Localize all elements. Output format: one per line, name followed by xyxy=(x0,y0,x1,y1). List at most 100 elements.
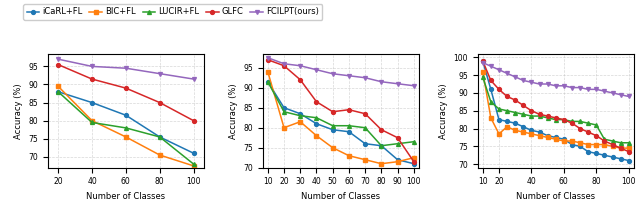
iCaRL+FL xyxy=(362,142,369,145)
BIC+FL xyxy=(503,126,511,128)
GLFC xyxy=(609,143,616,146)
FCILPT(ours) xyxy=(560,84,568,87)
GLFC xyxy=(54,63,62,66)
FCILPT(ours) xyxy=(568,86,576,89)
iCaRL+FL xyxy=(54,91,62,93)
FCILPT(ours) xyxy=(520,79,527,82)
GLFC xyxy=(625,150,632,153)
FCILPT(ours) xyxy=(584,88,592,91)
X-axis label: Number of Classes: Number of Classes xyxy=(301,192,380,201)
LUCIR+FL xyxy=(495,108,503,110)
GLFC xyxy=(503,95,511,98)
FCILPT(ours) xyxy=(600,90,608,92)
GLFC xyxy=(617,147,625,149)
GLFC xyxy=(264,58,271,61)
LUCIR+FL xyxy=(345,124,353,127)
iCaRL+FL xyxy=(568,143,576,146)
LUCIR+FL xyxy=(617,141,625,144)
LUCIR+FL xyxy=(122,127,130,129)
GLFC xyxy=(156,101,164,104)
BIC+FL xyxy=(362,158,369,161)
FCILPT(ours) xyxy=(552,84,559,87)
iCaRL+FL xyxy=(584,150,592,153)
FCILPT(ours) xyxy=(394,82,401,85)
GLFC xyxy=(410,160,418,163)
FCILPT(ours) xyxy=(609,92,616,94)
iCaRL+FL xyxy=(552,136,559,139)
BIC+FL xyxy=(617,147,625,149)
iCaRL+FL xyxy=(527,129,535,132)
FCILPT(ours) xyxy=(544,83,552,85)
Line: FCILPT(ours): FCILPT(ours) xyxy=(481,61,630,98)
BIC+FL xyxy=(410,157,418,159)
iCaRL+FL xyxy=(544,134,552,137)
iCaRL+FL xyxy=(345,131,353,133)
FCILPT(ours) xyxy=(329,72,337,75)
Line: LUCIR+FL: LUCIR+FL xyxy=(266,80,416,148)
GLFC xyxy=(122,87,130,89)
BIC+FL xyxy=(487,117,495,119)
Y-axis label: Accuracy (%): Accuracy (%) xyxy=(14,83,23,138)
FCILPT(ours) xyxy=(593,88,600,91)
LUCIR+FL xyxy=(511,111,519,114)
BIC+FL xyxy=(280,126,288,129)
FCILPT(ours) xyxy=(312,68,320,71)
iCaRL+FL xyxy=(156,136,164,138)
LUCIR+FL xyxy=(593,124,600,126)
BIC+FL xyxy=(394,160,401,163)
Line: LUCIR+FL: LUCIR+FL xyxy=(481,75,630,145)
GLFC xyxy=(527,109,535,112)
GLFC xyxy=(345,108,353,111)
BIC+FL xyxy=(536,134,543,137)
iCaRL+FL xyxy=(296,112,304,115)
FCILPT(ours) xyxy=(362,77,369,79)
GLFC xyxy=(296,78,304,81)
iCaRL+FL xyxy=(520,126,527,128)
BIC+FL xyxy=(156,154,164,156)
FCILPT(ours) xyxy=(296,64,304,67)
X-axis label: Number of Classes: Number of Classes xyxy=(516,192,595,201)
Line: BIC+FL: BIC+FL xyxy=(266,70,416,166)
iCaRL+FL xyxy=(600,154,608,157)
FCILPT(ours) xyxy=(503,72,511,75)
GLFC xyxy=(560,118,568,121)
Line: GLFC: GLFC xyxy=(481,59,630,154)
FCILPT(ours) xyxy=(88,65,96,68)
GLFC xyxy=(479,60,486,62)
GLFC xyxy=(394,137,401,139)
LUCIR+FL xyxy=(600,138,608,141)
LUCIR+FL xyxy=(527,115,535,117)
LUCIR+FL xyxy=(378,144,385,147)
BIC+FL xyxy=(495,133,503,135)
iCaRL+FL xyxy=(617,158,625,160)
iCaRL+FL xyxy=(312,122,320,125)
BIC+FL xyxy=(296,120,304,123)
FCILPT(ours) xyxy=(487,65,495,68)
iCaRL+FL xyxy=(479,60,486,62)
LUCIR+FL xyxy=(479,76,486,78)
GLFC xyxy=(593,134,600,137)
BIC+FL xyxy=(345,154,353,157)
BIC+FL xyxy=(511,129,519,132)
BIC+FL xyxy=(88,119,96,122)
iCaRL+FL xyxy=(503,120,511,123)
Y-axis label: Accuracy (%): Accuracy (%) xyxy=(439,83,448,138)
Line: iCaRL+FL: iCaRL+FL xyxy=(481,59,630,163)
LUCIR+FL xyxy=(503,109,511,112)
LUCIR+FL xyxy=(625,141,632,144)
iCaRL+FL xyxy=(394,158,401,161)
iCaRL+FL xyxy=(609,156,616,158)
Line: LUCIR+FL: LUCIR+FL xyxy=(56,90,196,166)
iCaRL+FL xyxy=(329,128,337,131)
GLFC xyxy=(280,64,288,67)
GLFC xyxy=(487,79,495,82)
BIC+FL xyxy=(54,85,62,88)
FCILPT(ours) xyxy=(156,72,164,75)
BIC+FL xyxy=(189,165,197,167)
FCILPT(ours) xyxy=(189,78,197,80)
GLFC xyxy=(495,88,503,91)
iCaRL+FL xyxy=(88,101,96,104)
Legend: iCaRL+FL, BIC+FL, LUCIR+FL, GLFC, FCILPT(ours): iCaRL+FL, BIC+FL, LUCIR+FL, GLFC, FCILPT… xyxy=(24,4,323,20)
LUCIR+FL xyxy=(560,118,568,121)
Line: BIC+FL: BIC+FL xyxy=(56,84,196,168)
